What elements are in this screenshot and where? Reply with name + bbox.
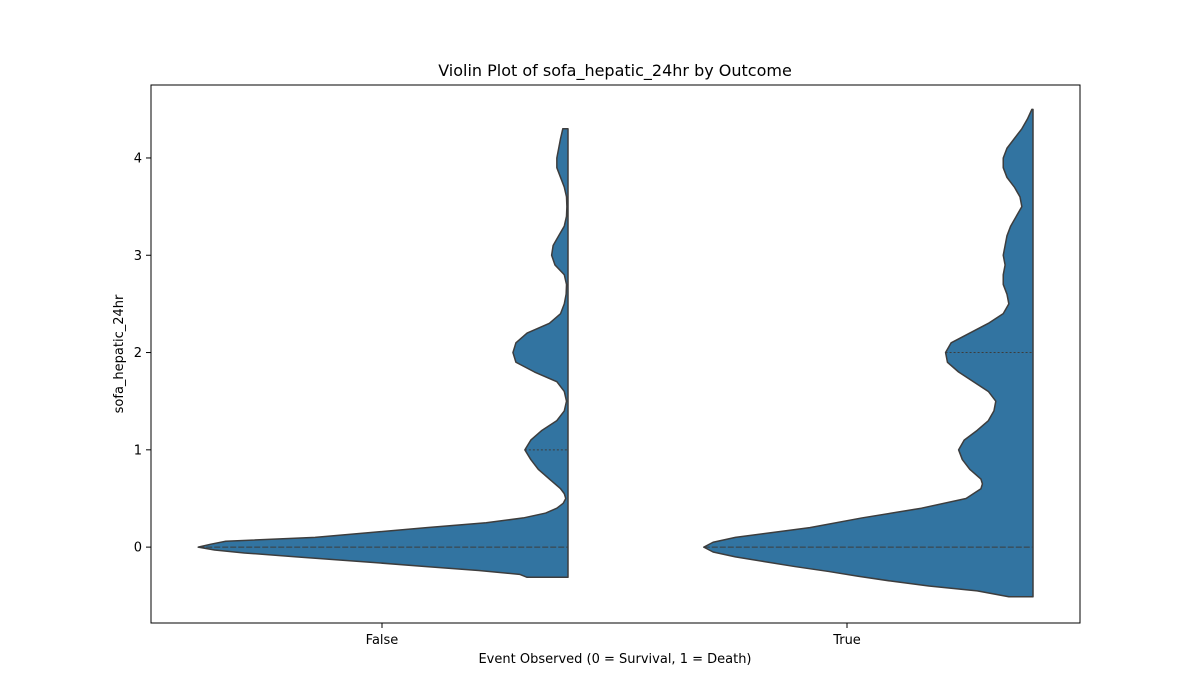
y-tick-label: 0 bbox=[134, 541, 142, 556]
x-axis-title: Event Observed (0 = Survival, 1 = Death) bbox=[478, 652, 751, 667]
y-tick-label: 2 bbox=[134, 346, 142, 361]
violin-false bbox=[197, 128, 569, 579]
x-tick-label: False bbox=[366, 633, 399, 648]
y-axis-title: sofa_hepatic_24hr bbox=[112, 294, 127, 413]
x-tick-label: True bbox=[832, 633, 861, 648]
y-tick-label: 3 bbox=[134, 249, 142, 264]
y-tick-label: 4 bbox=[134, 151, 142, 166]
plot-frame bbox=[150, 84, 1081, 624]
y-axis: 0 1 2 3 4 bbox=[134, 151, 151, 556]
y-tick-label: 1 bbox=[134, 443, 142, 458]
x-axis: False True bbox=[366, 623, 861, 648]
chart-title: Violin Plot of sofa_hepatic_24hr by Outc… bbox=[438, 61, 792, 81]
quartile-lines-layer bbox=[198, 352, 1033, 548]
